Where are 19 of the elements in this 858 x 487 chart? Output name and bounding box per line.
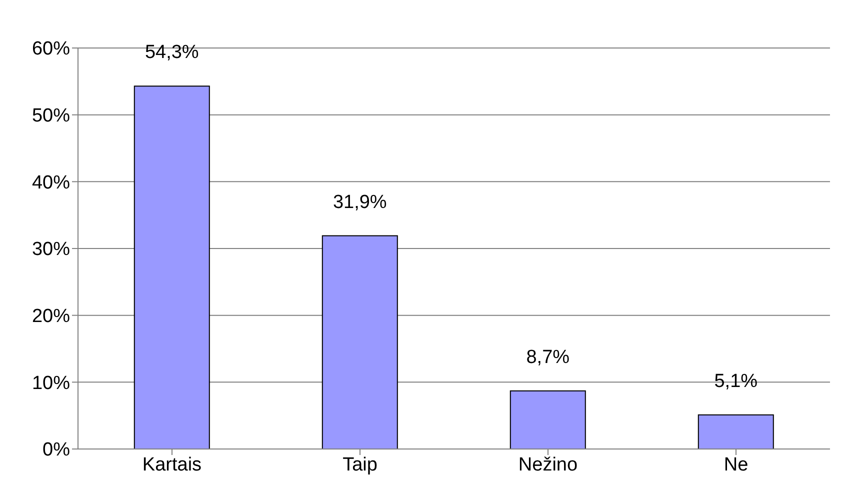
x-tick-label: Kartais <box>142 454 202 476</box>
x-tick-label: Ne <box>724 454 748 476</box>
y-tick-label: 50% <box>32 106 70 127</box>
x-tick-label: Taip <box>342 454 378 476</box>
y-tick-label: 60% <box>32 38 70 60</box>
bar <box>134 86 210 449</box>
y-tick-label: 30% <box>32 239 70 260</box>
bar <box>698 414 774 449</box>
y-tick-label: 0% <box>42 440 70 461</box>
bar <box>322 235 398 449</box>
y-tick-label: 20% <box>32 306 70 328</box>
data-label: 8,7% <box>526 346 570 368</box>
x-tick-label: Nežino <box>518 454 578 476</box>
data-label: 54,3% <box>144 42 199 64</box>
data-label: 5,1% <box>714 370 758 392</box>
data-label: 31,9% <box>332 192 387 213</box>
y-tick-label: 10% <box>32 372 70 394</box>
bar <box>510 390 586 449</box>
y-tick-label: 40% <box>32 172 70 194</box>
